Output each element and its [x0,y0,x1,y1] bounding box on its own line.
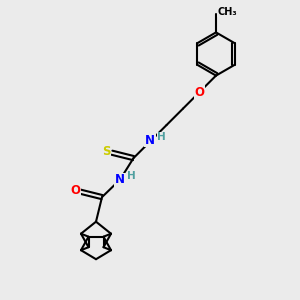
Text: N: N [115,173,125,186]
Text: H: H [127,171,136,181]
Text: N: N [145,134,155,147]
Text: H: H [157,132,166,142]
Text: CH₃: CH₃ [218,7,237,17]
Text: O: O [70,184,80,197]
Text: O: O [194,85,205,99]
Text: S: S [102,145,111,158]
